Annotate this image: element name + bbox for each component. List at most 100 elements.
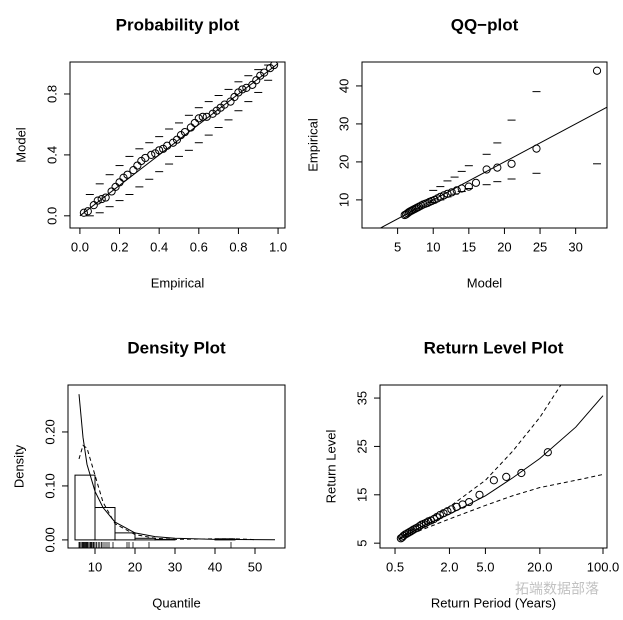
x-tick-label: 20.0 (527, 559, 552, 574)
point (464, 182, 473, 191)
point (147, 150, 156, 159)
y-axis-label: Model (13, 127, 28, 163)
x-tick-label: 0.6 (190, 239, 208, 254)
bar (94, 507, 116, 541)
y-tick-label: 0.4 (44, 146, 59, 164)
point (101, 193, 110, 202)
y-tick-label: 10 (336, 193, 351, 207)
bar (74, 474, 96, 541)
point (93, 196, 102, 205)
panel: Density Plot Quantile Density 10 20 30 40 50 0.0… (11, 338, 286, 610)
x-tick-label: 100.0 (587, 559, 620, 574)
y-axis-label: Empirical (305, 118, 320, 172)
dashed-line (398, 385, 562, 540)
plot-area (79, 62, 279, 217)
line (79, 63, 279, 217)
x-tick-label: 30 (568, 239, 582, 254)
line (379, 106, 607, 228)
x-axis-label: Return Period (Years) (431, 595, 556, 610)
point (79, 208, 88, 217)
plot-box (69, 61, 286, 229)
x-tick-label: 25 (533, 239, 547, 254)
bar (114, 532, 136, 541)
x-tick-label: 20 (497, 239, 511, 254)
x-tick-label: 0.8 (229, 239, 247, 254)
point (543, 448, 552, 457)
point (402, 210, 411, 219)
y-tick-label: 0.00 (42, 527, 57, 552)
panel: Probability plot Empirical Model 0.0 0.2 0.4 0… (13, 15, 287, 290)
point (260, 68, 269, 77)
line (398, 395, 604, 540)
x-tick-label: 2.0 (440, 559, 458, 574)
x-tick-label: 0.0 (71, 239, 89, 254)
y-tick-label: 20 (336, 155, 351, 169)
y-tick-label: 25 (354, 439, 369, 453)
plot-box (379, 384, 608, 549)
point (198, 112, 207, 121)
panel-title: Probability plot (116, 15, 240, 34)
point (592, 66, 602, 75)
x-tick-label: 5 (394, 239, 401, 254)
panel-title: Return Level Plot (424, 338, 564, 357)
dashed-line (398, 473, 604, 541)
point (238, 85, 247, 94)
y-tick-label: 5 (354, 540, 369, 547)
x-tick-label: 40 (208, 559, 222, 574)
panel-title: Density Plot (127, 338, 226, 357)
point (471, 178, 481, 187)
x-tick-label: 30 (168, 559, 182, 574)
y-tick-label: 0.20 (42, 419, 57, 444)
point (83, 207, 92, 216)
x-tick-label: 50 (248, 559, 262, 574)
y-axis-label: Return Level (323, 430, 338, 504)
x-tick-label: 1.0 (269, 239, 287, 254)
y-tick-label: 35 (354, 391, 369, 405)
bar (154, 538, 176, 541)
plot-box (361, 61, 608, 229)
point (133, 161, 142, 170)
y-tick-label: 0.0 (44, 207, 59, 225)
x-tick-label: 10 (88, 559, 102, 574)
plot-area (396, 385, 604, 543)
y-tick-label: 0.8 (44, 85, 59, 103)
x-tick-label: 10 (426, 239, 440, 254)
panel: QQ−plot Model Empirical 5 10 15 20 25 30 10 20 30 40 (305, 15, 608, 290)
point (439, 191, 449, 200)
panel: Return Level Plot Return Period (Years) Re… (323, 338, 619, 610)
line (78, 394, 276, 541)
point (517, 468, 526, 478)
point (414, 202, 424, 211)
point (97, 194, 106, 204)
x-tick-label: 5.0 (476, 559, 494, 574)
point (411, 524, 420, 533)
point (194, 114, 203, 123)
y-axis-label: Density (11, 444, 26, 488)
point (155, 146, 164, 155)
x-tick-label: 20 (128, 559, 142, 574)
plot-box (67, 384, 286, 549)
y-tick-label: 40 (336, 79, 351, 93)
x-axis-label: Quantile (152, 595, 200, 610)
point (123, 170, 132, 179)
plot-area (379, 66, 607, 228)
y-tick-label: 0.10 (42, 473, 57, 498)
y-tick-label: 15 (354, 488, 369, 502)
y-tick-label: 30 (336, 117, 351, 131)
point (413, 523, 422, 532)
bar (134, 537, 156, 541)
x-tick-label: 15 (462, 239, 476, 254)
plot-area (74, 394, 276, 548)
x-axis-label: Empirical (151, 275, 205, 290)
point (502, 472, 511, 481)
watermark: 拓端数据部落 (515, 581, 599, 597)
x-tick-label: 0.2 (111, 239, 129, 254)
point (507, 159, 516, 168)
x-tick-label: 0.5 (386, 559, 404, 574)
dashed-line (78, 444, 256, 541)
x-tick-label: 0.4 (150, 239, 168, 254)
x-axis-label: Model (467, 275, 503, 290)
point (489, 476, 498, 485)
panel-title: QQ−plot (451, 15, 519, 34)
